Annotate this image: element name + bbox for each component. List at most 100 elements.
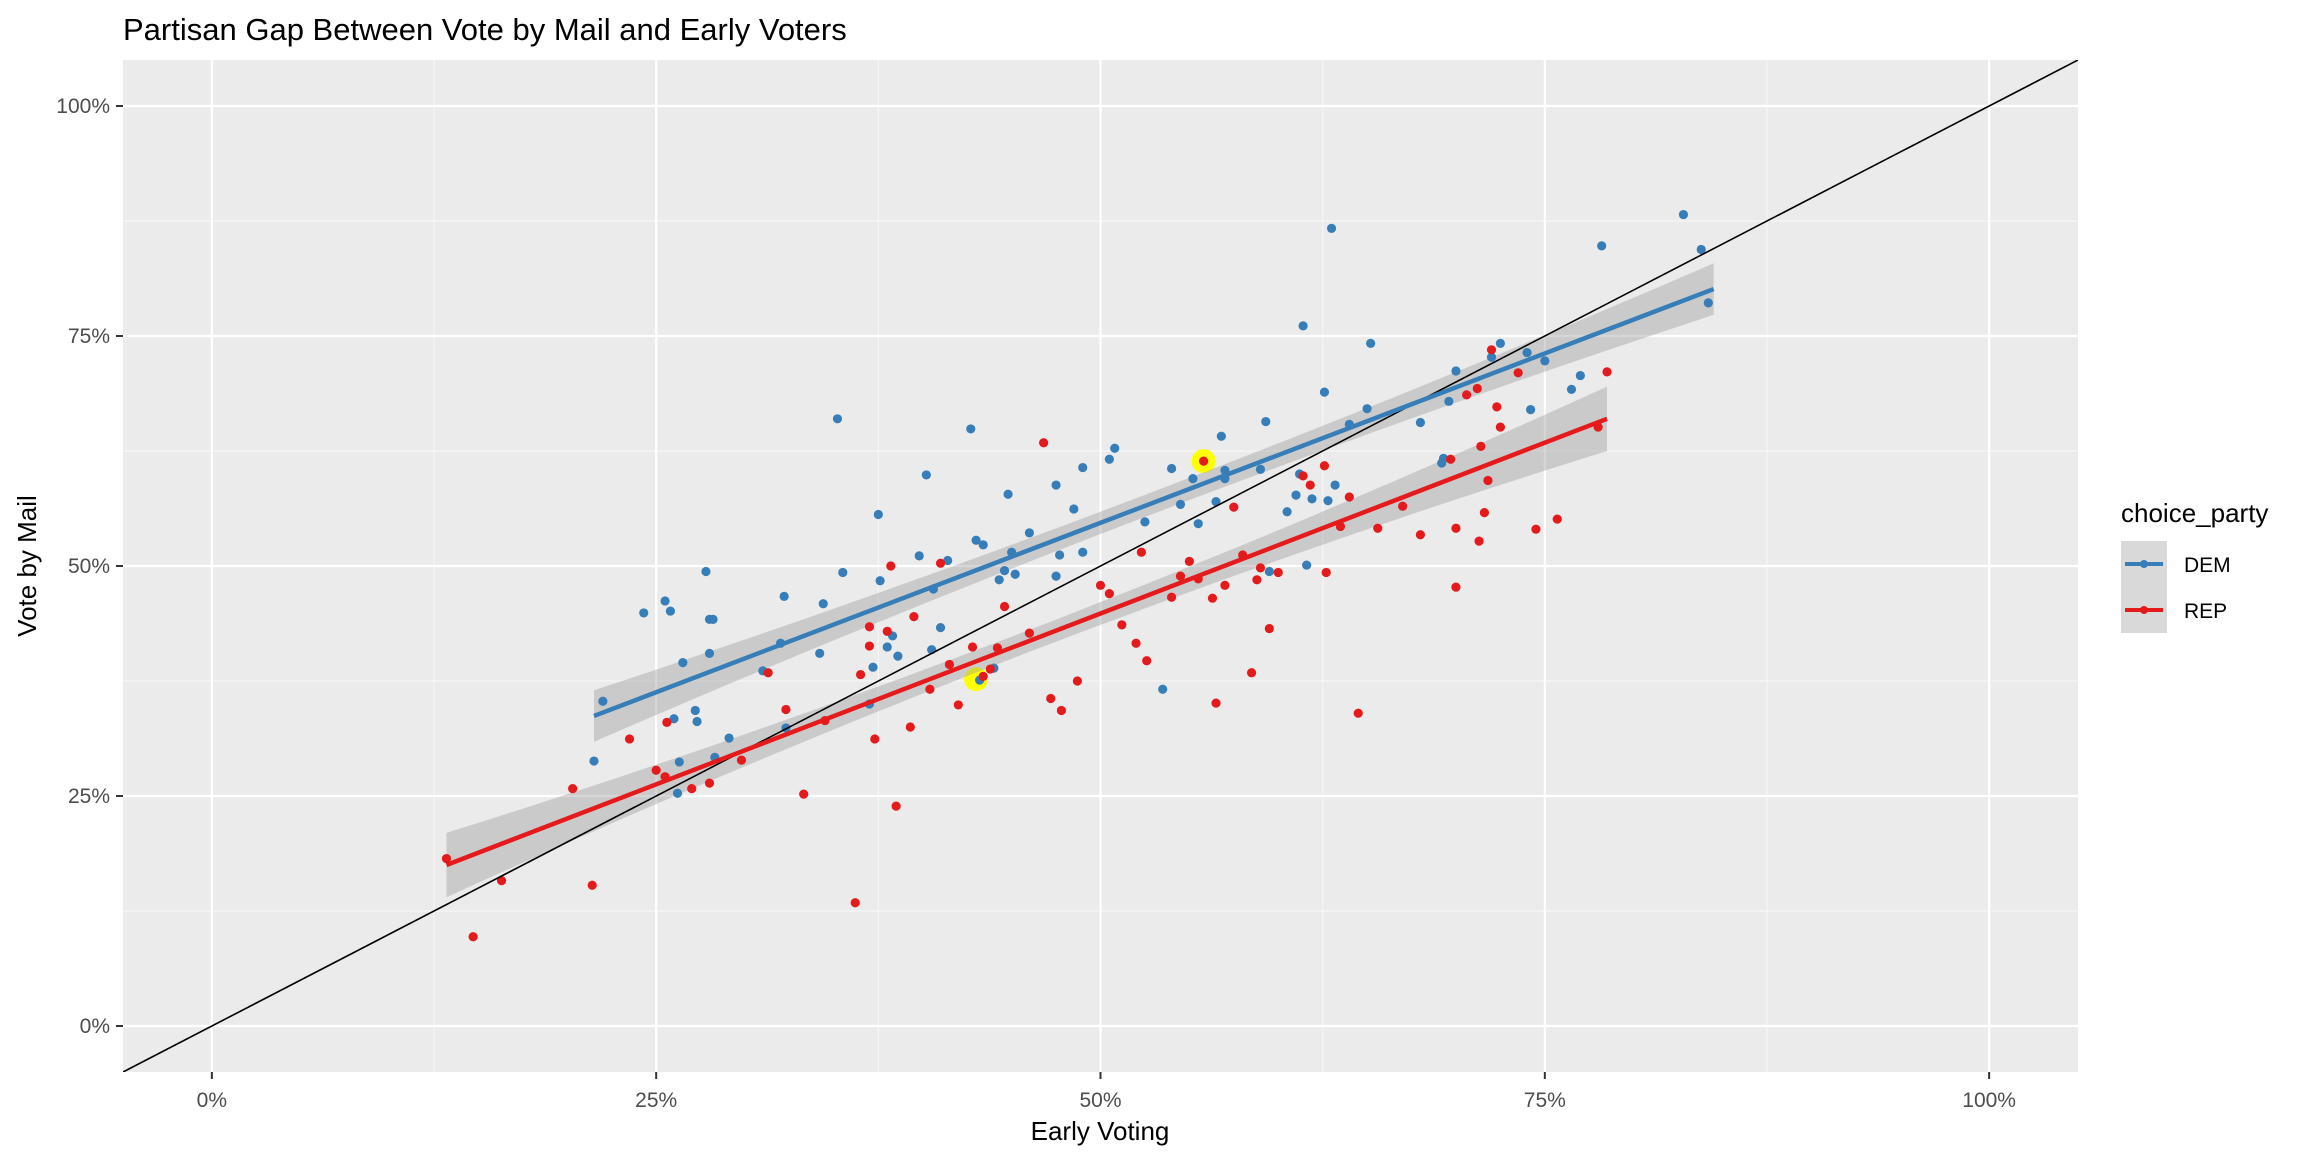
data-point-rep [624, 734, 635, 744]
data-point-rep [1255, 563, 1266, 573]
data-point-dem [1597, 241, 1607, 251]
data-point-dem [1003, 489, 1013, 499]
data-point-dem [1302, 560, 1312, 570]
data-point-dem [882, 642, 892, 652]
data-point-dem [1330, 480, 1340, 490]
data-point-rep [763, 668, 773, 678]
data-point-rep [1298, 471, 1308, 481]
data-point-dem [1024, 528, 1035, 538]
legend-label-rep: REP [2184, 600, 2227, 623]
data-point-dem [1175, 499, 1186, 509]
data-point-dem [598, 696, 608, 706]
data-point-rep [944, 659, 955, 670]
data-point-rep [1229, 502, 1239, 512]
data-point-rep [1211, 698, 1221, 708]
data-point-dem [674, 757, 684, 767]
data-point-dem [704, 648, 715, 659]
data-point-dem [1696, 244, 1706, 255]
data-point-dem [701, 566, 711, 577]
data-point-rep [1273, 567, 1283, 578]
data-point-rep [905, 722, 915, 732]
y-tick-label: 25% [68, 785, 110, 808]
data-point-rep [1495, 422, 1505, 432]
data-point-dem [1166, 463, 1177, 474]
data-point-rep [568, 784, 578, 794]
data-point-dem [978, 540, 988, 550]
data-point-rep [1319, 461, 1330, 471]
data-point-rep [468, 932, 478, 942]
x-tick-label: 50% [1079, 1089, 1121, 1112]
data-point-rep [1039, 438, 1049, 448]
data-point-dem [1362, 404, 1372, 414]
data-point-rep [1321, 567, 1331, 578]
data-point-rep [1175, 571, 1186, 581]
data-point-dem [815, 648, 825, 659]
data-point-rep [870, 734, 880, 744]
data-point-rep [1462, 390, 1472, 400]
data-point-rep [781, 704, 791, 715]
data-point-dem [1010, 569, 1020, 579]
data-point-rep [1552, 514, 1562, 524]
x-tick-label: 75% [1524, 1089, 1566, 1112]
data-point-dem [1486, 352, 1497, 362]
data-point-rep [1305, 480, 1315, 490]
data-point-rep [587, 880, 597, 890]
data-point-rep [1446, 454, 1456, 464]
x-tick-label: 25% [635, 1089, 677, 1112]
data-point-rep [736, 755, 747, 765]
legend: choice_party DEM REP [2121, 498, 2268, 633]
data-point-rep [1024, 628, 1035, 638]
data-point-rep [1398, 501, 1408, 511]
data-point-rep [1344, 492, 1354, 502]
data-point-rep [1486, 345, 1497, 355]
data-point-rep [909, 612, 919, 622]
data-point-rep [1207, 593, 1218, 603]
data-point-rep [1492, 402, 1502, 412]
data-point-dem [1078, 462, 1088, 473]
data-point-dem [943, 555, 953, 566]
data-point-dem [1703, 298, 1713, 308]
data-point-dem [1678, 209, 1689, 220]
data-point-dem [914, 551, 924, 561]
data-point-dem [1110, 443, 1120, 453]
data-point-rep [1056, 705, 1066, 716]
x-tick-label: 0% [197, 1089, 227, 1112]
data-point-dem [1051, 480, 1061, 490]
data-point-rep [1264, 623, 1274, 634]
data-point-dem [1261, 416, 1271, 427]
data-point-dem [1104, 454, 1114, 464]
data-point-dem [966, 424, 976, 434]
data-point-dem [832, 414, 843, 424]
data-point-dem [1264, 566, 1274, 577]
data-point-rep [1072, 676, 1082, 686]
data-point-dem [1540, 356, 1550, 366]
data-point-rep [1095, 580, 1106, 590]
x-tick-label: 100% [1962, 1089, 2016, 1112]
data-point-rep [864, 641, 875, 651]
data-point-dem [935, 623, 946, 633]
data-point-rep [687, 784, 697, 794]
data-point-rep [1131, 638, 1141, 648]
plot-layers [123, 60, 2078, 1072]
data-point-dem [1415, 417, 1426, 428]
data-point-dem [589, 756, 599, 766]
data-point-dem [1158, 684, 1168, 694]
data-point-rep [1513, 368, 1523, 378]
legend-key-dem [2121, 541, 2167, 587]
data-point-dem [690, 705, 700, 716]
data-point-rep [882, 626, 892, 636]
data-point-dem [1451, 366, 1461, 376]
data-point-rep [1136, 547, 1146, 557]
data-point-dem [1438, 453, 1449, 463]
data-point-dem [838, 567, 848, 578]
data-point-dem [875, 576, 885, 586]
data-point-dem [678, 658, 688, 668]
data-point-dem [1326, 223, 1337, 233]
x-ticks: 0% 25% 50% 75% 100% [197, 1072, 2016, 1112]
legend-key-rep [2121, 587, 2167, 633]
data-point-rep [651, 765, 661, 775]
data-point-dem [893, 651, 903, 661]
data-point-rep [1252, 575, 1262, 585]
data-point-dem [669, 714, 679, 724]
